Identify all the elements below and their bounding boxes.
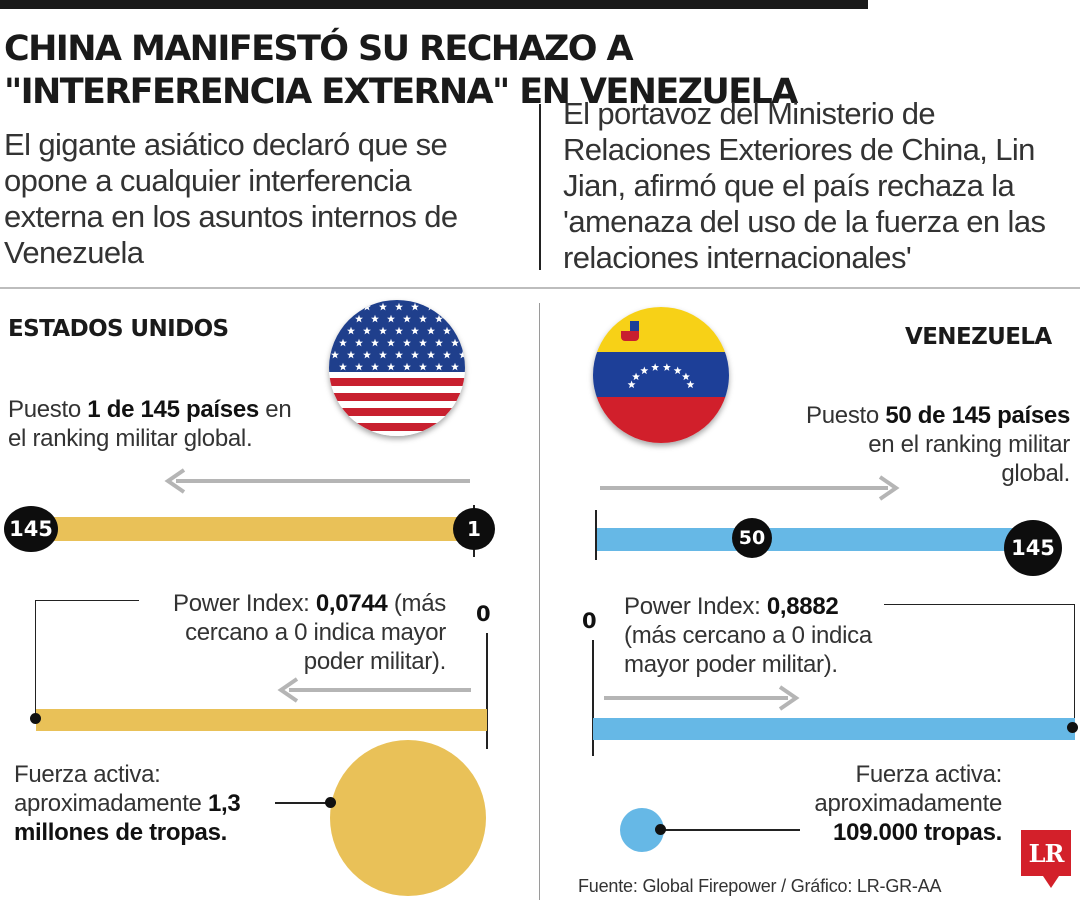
page-title: China manifestó su rechazo a "interferen…	[4, 29, 798, 112]
venezuela-title: VENEZUELA	[905, 324, 1052, 350]
lr-logo: LR	[1021, 830, 1071, 876]
usa-rank-end-node: 1	[453, 508, 495, 550]
venezuela-pi-value: 0,8882	[766, 593, 839, 620]
lede-divider	[539, 104, 541, 270]
usa-pi-zero-label: 0	[476, 602, 491, 626]
venezuela-force-dot	[655, 824, 666, 835]
venezuela-pi-end-dot	[1067, 722, 1078, 733]
venezuela-rank-bar	[597, 528, 1027, 551]
usa-force-leader	[275, 802, 333, 804]
venezuela-rank-arrow-icon	[600, 474, 902, 507]
venezuela-pi-leader-line	[1074, 604, 1075, 726]
lede-right: El portavoz del Ministerio de Relaciones…	[563, 96, 1046, 275]
usa-force-circle	[330, 740, 486, 896]
venezuela-rank-tick	[595, 510, 597, 560]
venezuela-rank-text: Puesto 50 de 145 países en el ranking mi…	[806, 402, 1070, 487]
usa-force-dot	[325, 797, 336, 808]
usa-force-text: Fuerza activa: aproximadamente 1,3 millo…	[14, 761, 241, 846]
venezuela-rank-mid-node: 50	[732, 518, 772, 558]
venezuela-pi-arrow-icon	[604, 684, 802, 717]
usa-pi-leader-line	[35, 600, 36, 718]
venezuela-rank-end-node: 145	[1004, 520, 1062, 576]
usa-pi-end-dot	[30, 713, 41, 724]
venezuela-pi-zero-label: 0	[582, 609, 597, 633]
venezuela-pi-bar	[593, 718, 1075, 740]
usa-rank-start-node: 145	[4, 506, 58, 552]
source-credit: Fuente: Global Firepower / Gráfico: LR-G…	[578, 876, 942, 896]
column-divider	[539, 303, 540, 900]
venezuela-pi-leader-top	[884, 604, 1074, 605]
section-rule	[0, 287, 1080, 289]
usa-pi-text: Power Index: 0,0744 (más cercano a 0 ind…	[173, 590, 446, 675]
usa-force-value: 1,3 millones de tropas.	[14, 790, 241, 846]
usa-pi-leader-top	[35, 600, 139, 601]
venezuela-flag-icon	[593, 307, 729, 443]
venezuela-pi-text: Power Index: 0,8882 (más cercano a 0 ind…	[624, 593, 872, 678]
usa-rank-arrow-icon	[162, 467, 472, 500]
venezuela-force-value: 109.000 tropas.	[833, 819, 1002, 846]
lede-left: El gigante asiático declaró que se opone…	[4, 127, 458, 270]
venezuela-force-leader	[660, 829, 800, 831]
usa-title: ESTADOS UNIDOS	[8, 316, 229, 342]
us-flag-icon	[329, 300, 465, 436]
usa-rank-text: Puesto 1 de 145 países en el ranking mil…	[8, 396, 292, 452]
top-rule	[0, 0, 868, 9]
usa-pi-value: 0,0744	[315, 590, 388, 617]
venezuela-pi-axis	[592, 640, 594, 756]
usa-pi-bar	[36, 709, 487, 731]
venezuela-force-text: Fuerza activa: aproximadamente 109.000 t…	[814, 761, 1002, 846]
usa-rank-value: 1 de 145 países	[87, 396, 259, 423]
usa-pi-axis	[486, 633, 488, 749]
venezuela-rank-value: 50 de 145 países	[885, 402, 1070, 429]
usa-rank-bar	[50, 517, 460, 541]
usa-pi-arrow-icon	[275, 676, 473, 709]
lr-logo-tail	[1043, 876, 1059, 888]
